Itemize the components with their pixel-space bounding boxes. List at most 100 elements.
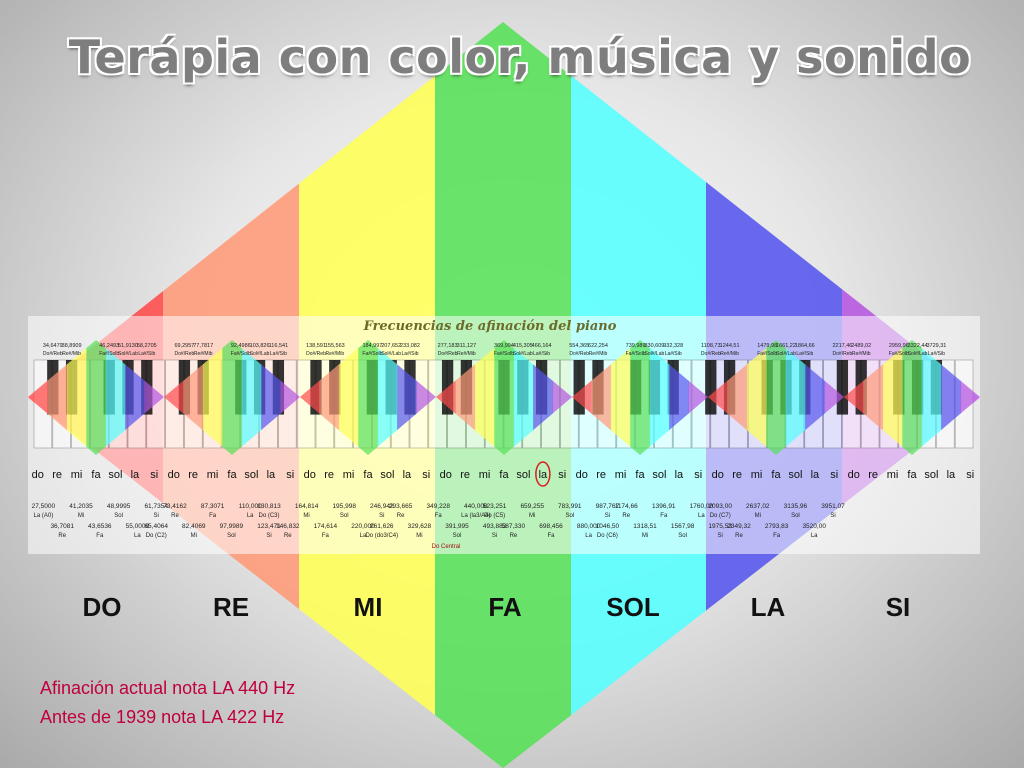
solfege-note: re — [188, 469, 198, 481]
solfege-note: do — [32, 469, 44, 481]
sharp-note-name: Re#/Mib — [62, 351, 81, 357]
white-note-name: Si — [605, 513, 610, 519]
sharp-note-name: Do#/Reb — [175, 351, 195, 357]
solfege-note: si — [150, 469, 158, 481]
white-frequency-value: 146,832 — [276, 523, 300, 530]
sharp-frequency-value: 155,563 — [325, 343, 345, 349]
white-note-name: La — [134, 533, 141, 539]
sharp-frequency-value: 58,2705 — [137, 343, 157, 349]
white-note-name: La — [585, 533, 592, 539]
white-frequency-value: 1174,66 — [615, 503, 638, 510]
solfege-note: si — [966, 469, 974, 481]
sharp-frequency-value: 2489,02 — [851, 343, 871, 349]
white-frequency-value: 1046,50 — [596, 523, 620, 530]
white-frequency-value: 587,330 — [502, 523, 526, 530]
white-frequency-value: 987,767 — [596, 503, 620, 510]
solfege-note: re — [732, 469, 742, 481]
white-frequency-value: 195,998 — [332, 503, 356, 510]
solfege-note: mi — [751, 469, 763, 481]
octave-diamond-stripe — [649, 340, 670, 455]
white-note-name: Do (do3/C4) — [365, 533, 398, 539]
sharp-frequency-value: 138,591 — [306, 343, 326, 349]
note-label-si: SI — [885, 592, 911, 622]
octave-diamond-stripe — [358, 340, 379, 455]
sharp-note-name: La#/Sib — [270, 351, 287, 357]
solfege-note: fa — [635, 469, 645, 481]
solfege-note: si — [558, 469, 566, 481]
white-note-name: Sol — [565, 513, 574, 519]
octave-diamond-stripe — [66, 340, 87, 455]
solfege-note: re — [324, 469, 334, 481]
solfege-note: si — [286, 469, 294, 481]
solfege-note: sol — [380, 469, 394, 481]
solfege-note: sol — [108, 469, 122, 481]
solfege-note: re — [868, 469, 878, 481]
solfege-row: do re mi fa sol la si do re mi fa sol la si do re mi fa so… — [32, 461, 974, 487]
sharp-frequency-value: 92,4986 — [231, 343, 251, 349]
sharp-note-name: Do#/Reb — [306, 351, 326, 357]
solfege-note: mi — [71, 469, 83, 481]
sharp-frequency-value: 51,9130 — [118, 343, 138, 349]
white-note-name: Mi — [642, 533, 648, 539]
white-note-name: Do (C5) — [484, 513, 505, 519]
sharp-frequency-value: 1479,98 — [757, 343, 777, 349]
sharp-frequency-value: 277,183 — [438, 343, 458, 349]
sharp-frequency-value: 1108,73 — [701, 343, 720, 349]
solfege-note: la — [403, 469, 412, 481]
white-frequency-value: 174,614 — [314, 523, 338, 530]
white-note-name: Fa — [96, 533, 104, 539]
black-key — [836, 360, 849, 415]
sharp-note-name: Sol#/Lab — [250, 351, 270, 357]
solfege-note: si — [694, 469, 702, 481]
solfege-note: sol — [652, 469, 666, 481]
white-frequency-value: 130,813 — [257, 503, 281, 510]
sharp-note-name: Sol#/Lab — [776, 351, 796, 357]
octave-diamond-stripe — [338, 340, 359, 455]
note-label-la: LA — [750, 592, 786, 622]
sharp-note-name: La#/Sib — [665, 351, 682, 357]
white-frequency-value: 783,991 — [558, 503, 582, 510]
sharp-note-name: Fa#/Solb — [757, 351, 777, 357]
white-note-name: Sol — [114, 513, 123, 519]
white-note-name: Si — [154, 513, 159, 519]
white-frequency-value: 880,000 — [577, 523, 601, 530]
white-frequency-value: 1975,53 — [708, 523, 732, 530]
solfege-note: fa — [363, 469, 373, 481]
sharp-note-name: La#/Sib — [928, 351, 945, 357]
white-note-name: Sol — [678, 533, 687, 539]
note-label-sol: SOL — [606, 592, 660, 622]
solfege-note: do — [712, 469, 724, 481]
white-frequency-value: 27,5000 — [32, 503, 56, 510]
solfege-note: do — [168, 469, 180, 481]
octave-diamond-stripe — [746, 340, 767, 455]
note-label-mi: MI — [353, 592, 383, 622]
white-frequency-value: 61,7354 — [144, 503, 168, 510]
white-note-name: Si — [492, 533, 497, 539]
sharp-note-name: Do#/Reb — [701, 351, 721, 357]
white-note-name: La (A0) — [34, 513, 54, 519]
solfege-note: do — [848, 469, 860, 481]
solfege-note: re — [52, 469, 62, 481]
white-note-name: La — [247, 513, 254, 519]
sharp-frequency-value: 1864,66 — [795, 343, 815, 349]
solfege-note: mi — [343, 469, 355, 481]
sharp-frequency-value: 932,328 — [663, 343, 683, 349]
sharp-note-name: Do#/Reb — [43, 351, 63, 357]
octave-diamond-stripe — [882, 340, 903, 455]
sharp-frequency-value: 554,365 — [569, 343, 589, 349]
octave-diamond-stripe — [494, 340, 515, 455]
sharp-note-name: Re#/Mib — [325, 351, 344, 357]
white-note-name: La — [360, 533, 367, 539]
white-note-name: Fa — [773, 533, 781, 539]
octave-diamond-stripe — [766, 340, 787, 455]
solfege-note: mi — [615, 469, 627, 481]
sharp-note-name: La#/Sib — [796, 351, 813, 357]
octave-diamond-stripe — [513, 340, 534, 455]
solfege-note: mi — [887, 469, 899, 481]
octave-diamond-stripe — [241, 340, 262, 455]
note-label-fa: FA — [488, 592, 522, 622]
sharp-note-name: Sol#/Lab — [645, 351, 665, 357]
white-note-name: Si — [266, 533, 271, 539]
